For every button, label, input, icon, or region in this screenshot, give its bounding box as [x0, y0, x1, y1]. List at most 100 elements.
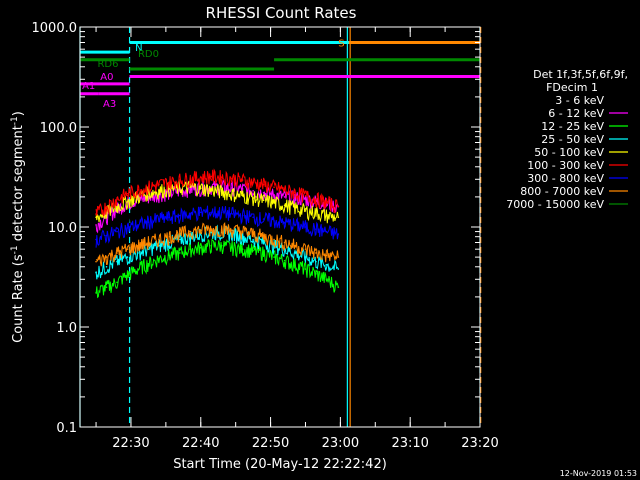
data-point — [210, 175, 213, 178]
data-point — [294, 197, 296, 199]
series-line — [95, 205, 339, 248]
x-tick-label: 23:00 — [322, 436, 359, 451]
data-point — [210, 228, 213, 231]
data-point — [252, 249, 254, 252]
data-point — [304, 268, 307, 270]
data-point — [294, 224, 296, 226]
data-point — [116, 205, 118, 208]
data-point — [231, 213, 233, 215]
data-point — [337, 205, 340, 208]
y-axis-label-sup1: -1 — [10, 245, 20, 254]
y-tick-label: 10.0 — [48, 221, 77, 236]
legend: Det 1f,3f,5f,6f,9f, FDecim 1 3 - 6 keV6 … — [506, 68, 628, 211]
series-line — [95, 221, 339, 267]
marker-label-a0: A0 — [100, 72, 113, 83]
data-point — [220, 190, 223, 193]
chart-title: RHESSI Count Rates — [206, 4, 357, 22]
data-point — [283, 214, 286, 217]
data-point — [325, 263, 328, 266]
data-point — [283, 204, 286, 207]
data-point — [105, 265, 108, 268]
x-tick-label: 22:50 — [252, 436, 289, 451]
data-point — [95, 224, 97, 226]
y-axis-label: Count Rate (s-1 detector segment-1) — [10, 111, 26, 343]
data-point — [147, 262, 150, 265]
marker-label-rd0: RD0 — [138, 49, 159, 60]
data-point — [189, 210, 192, 212]
data-point — [179, 233, 181, 235]
data-point — [199, 229, 202, 231]
data-point — [199, 187, 202, 189]
data-point — [262, 199, 265, 202]
data-point — [210, 244, 213, 247]
data-point — [231, 246, 233, 249]
data-point — [337, 216, 340, 219]
data-point — [252, 233, 254, 235]
data-point — [158, 238, 160, 241]
series-300-800kev — [95, 205, 340, 248]
data-point — [325, 224, 328, 226]
data-point — [315, 252, 317, 254]
data-point — [262, 211, 265, 214]
data-point — [116, 222, 118, 224]
data-point — [262, 191, 265, 194]
x-tick-label: 22:40 — [182, 436, 219, 451]
data-point — [116, 252, 118, 254]
data-point — [168, 235, 171, 238]
legend-label: 100 - 300 keV — [527, 159, 604, 172]
data-point — [137, 218, 139, 220]
data-point — [168, 188, 171, 190]
data-point — [189, 248, 192, 250]
data-point — [252, 181, 254, 184]
data-point — [210, 186, 213, 189]
data-point — [294, 216, 296, 219]
data-point — [273, 193, 275, 196]
data-point — [137, 252, 139, 254]
data-point — [210, 231, 213, 234]
data-point — [126, 274, 129, 276]
data-point — [315, 273, 317, 275]
data-point — [304, 226, 307, 228]
marker-label-a1: A1 — [82, 81, 95, 92]
data-point — [304, 248, 307, 250]
y-axis-label-sup2: -1 — [10, 116, 20, 125]
y-tick-label: 0.1 — [56, 421, 77, 436]
data-point — [179, 179, 181, 181]
data-point — [294, 244, 296, 247]
marker-label-s: S — [338, 38, 344, 49]
data-point — [252, 238, 254, 241]
data-point — [95, 222, 97, 224]
data-point — [189, 186, 192, 189]
data-point — [126, 218, 129, 220]
data-point — [189, 188, 192, 190]
data-point — [294, 191, 296, 194]
data-point — [325, 214, 328, 217]
data-point — [273, 213, 275, 215]
data-point — [294, 207, 296, 209]
data-point — [273, 256, 275, 258]
data-point — [241, 248, 244, 250]
data-point — [189, 230, 192, 233]
data-point — [262, 252, 265, 254]
data-point — [179, 213, 181, 215]
data-point — [241, 230, 244, 233]
data-point — [315, 228, 317, 231]
legend-header-2: FDecim 1 — [546, 81, 598, 94]
data-point — [95, 291, 97, 294]
data-point — [147, 221, 150, 223]
x-axis: 22:30 22:40 22:50 23:00 23:10 23:20 — [95, 27, 499, 451]
data-point — [105, 256, 108, 258]
data-point — [158, 183, 160, 186]
data-point — [105, 286, 108, 289]
data-point — [199, 246, 202, 249]
series-line — [95, 180, 339, 224]
y-axis-label-mid: detector segment — [11, 125, 26, 245]
y-axis-label-end: ) — [11, 111, 26, 116]
data-point — [337, 256, 340, 258]
data-point — [304, 256, 307, 258]
data-point — [210, 210, 213, 212]
data-point — [137, 189, 139, 191]
data-point — [273, 238, 275, 241]
data-point — [252, 210, 254, 212]
x-tick-label: 23:10 — [391, 436, 428, 451]
